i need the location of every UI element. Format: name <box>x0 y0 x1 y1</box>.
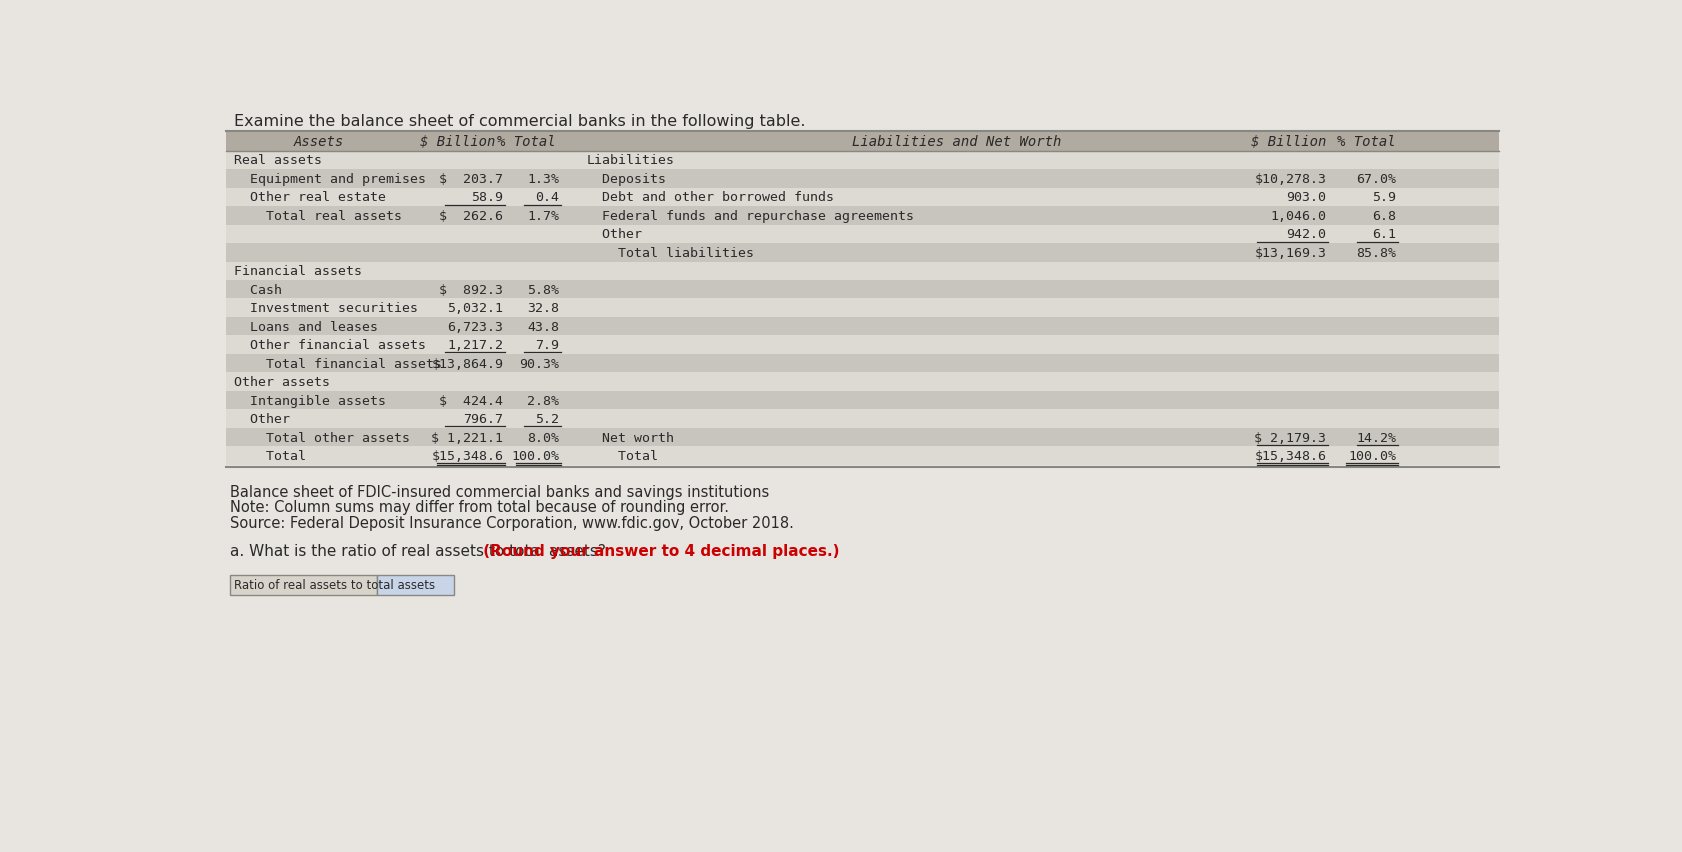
Text: 2.8%: 2.8% <box>526 394 558 407</box>
Text: Total financial assets: Total financial assets <box>234 357 441 371</box>
Text: 903.0: 903.0 <box>1285 191 1325 204</box>
Text: % Total: % Total <box>496 135 555 148</box>
Text: Ratio of real assets to total assets: Ratio of real assets to total assets <box>234 579 434 592</box>
Text: Deposits: Deposits <box>585 173 666 186</box>
Text: $ Billion: $ Billion <box>420 135 495 148</box>
Text: 43.8: 43.8 <box>526 320 558 333</box>
Text: Investment securities: Investment securities <box>234 302 417 315</box>
Text: Intangible assets: Intangible assets <box>234 394 385 407</box>
Text: Examine the balance sheet of commercial banks in the following table.: Examine the balance sheet of commercial … <box>234 114 804 129</box>
Text: $15,348.6: $15,348.6 <box>1253 450 1325 463</box>
Text: Other: Other <box>585 228 643 241</box>
Text: Source: Federal Deposit Insurance Corporation, www.fdic.gov, October 2018.: Source: Federal Deposit Insurance Corpor… <box>230 515 794 530</box>
Text: $ 2,179.3: $ 2,179.3 <box>1253 431 1325 444</box>
Text: Note: Column sums may differ from total because of rounding error.: Note: Column sums may differ from total … <box>230 500 728 515</box>
Text: $  262.6: $ 262.6 <box>439 210 503 222</box>
Bar <box>225 280 1499 299</box>
Text: 6,723.3: 6,723.3 <box>447 320 503 333</box>
Text: 6.8: 6.8 <box>1371 210 1396 222</box>
Bar <box>225 429 1499 446</box>
Text: Other: Other <box>234 412 289 426</box>
Text: 100.0%: 100.0% <box>511 450 558 463</box>
Text: 5,032.1: 5,032.1 <box>447 302 503 315</box>
Text: Total liabilities: Total liabilities <box>585 246 754 260</box>
Text: Assets: Assets <box>294 135 343 148</box>
Text: a. What is the ratio of real assets to total assets?: a. What is the ratio of real assets to t… <box>230 543 606 558</box>
Bar <box>225 446 1499 465</box>
Text: Other assets: Other assets <box>234 376 330 389</box>
Text: 7.9: 7.9 <box>535 339 558 352</box>
Text: Liabilities and Net Worth: Liabilities and Net Worth <box>851 135 1060 148</box>
Bar <box>225 318 1499 336</box>
Bar <box>377 575 454 596</box>
Text: 67.0%: 67.0% <box>1356 173 1396 186</box>
Bar <box>225 299 1499 318</box>
Bar <box>225 373 1499 391</box>
Bar <box>225 262 1499 280</box>
Text: 5.8%: 5.8% <box>526 284 558 296</box>
Text: Federal funds and repurchase agreements: Federal funds and repurchase agreements <box>585 210 913 222</box>
Text: 6.1: 6.1 <box>1371 228 1396 241</box>
Text: $10,278.3: $10,278.3 <box>1253 173 1325 186</box>
Text: Total other assets: Total other assets <box>234 431 409 444</box>
Text: 796.7: 796.7 <box>463 412 503 426</box>
Text: 942.0: 942.0 <box>1285 228 1325 241</box>
Text: 32.8: 32.8 <box>526 302 558 315</box>
Text: $ Billion: $ Billion <box>1250 135 1325 148</box>
Bar <box>225 391 1499 410</box>
Text: Financial assets: Financial assets <box>234 265 362 278</box>
Text: Total real assets: Total real assets <box>234 210 402 222</box>
Bar <box>225 207 1499 225</box>
Bar <box>225 354 1499 373</box>
Text: 1,217.2: 1,217.2 <box>447 339 503 352</box>
Text: $ 1,221.1: $ 1,221.1 <box>431 431 503 444</box>
Text: 85.8%: 85.8% <box>1356 246 1396 260</box>
Text: Debt and other borrowed funds: Debt and other borrowed funds <box>585 191 834 204</box>
Text: $13,864.9: $13,864.9 <box>431 357 503 371</box>
Bar <box>230 575 377 596</box>
Text: Total: Total <box>585 450 658 463</box>
Text: Cash: Cash <box>234 284 281 296</box>
Bar <box>225 225 1499 244</box>
Text: Balance sheet of FDIC-insured commercial banks and savings institutions: Balance sheet of FDIC-insured commercial… <box>230 485 769 499</box>
Text: Total: Total <box>234 450 306 463</box>
Text: $15,348.6: $15,348.6 <box>431 450 503 463</box>
Text: % Total: % Total <box>1337 135 1396 148</box>
Text: Liabilities: Liabilities <box>585 154 674 167</box>
Text: 5.9: 5.9 <box>1371 191 1396 204</box>
Bar <box>225 410 1499 429</box>
Text: $13,169.3: $13,169.3 <box>1253 246 1325 260</box>
Bar <box>225 170 1499 188</box>
Text: Other real estate: Other real estate <box>234 191 385 204</box>
Bar <box>225 131 1499 152</box>
Text: 5.2: 5.2 <box>535 412 558 426</box>
Text: 14.2%: 14.2% <box>1356 431 1396 444</box>
Text: Loans and leases: Loans and leases <box>234 320 377 333</box>
Bar <box>225 336 1499 354</box>
Text: 58.9: 58.9 <box>471 191 503 204</box>
Text: 1.3%: 1.3% <box>526 173 558 186</box>
Text: 90.3%: 90.3% <box>518 357 558 371</box>
Text: Other financial assets: Other financial assets <box>234 339 426 352</box>
Bar <box>225 244 1499 262</box>
Text: Equipment and premises: Equipment and premises <box>234 173 426 186</box>
Text: $  424.4: $ 424.4 <box>439 394 503 407</box>
Bar <box>225 152 1499 170</box>
Text: Real assets: Real assets <box>234 154 321 167</box>
Text: 1.7%: 1.7% <box>526 210 558 222</box>
Text: 100.0%: 100.0% <box>1347 450 1396 463</box>
Text: (Round your answer to 4 decimal places.): (Round your answer to 4 decimal places.) <box>478 543 839 558</box>
Text: Net worth: Net worth <box>585 431 674 444</box>
Text: 1,046.0: 1,046.0 <box>1270 210 1325 222</box>
Text: $  203.7: $ 203.7 <box>439 173 503 186</box>
Text: 0.4: 0.4 <box>535 191 558 204</box>
Bar <box>225 188 1499 207</box>
Text: $  892.3: $ 892.3 <box>439 284 503 296</box>
Text: 8.0%: 8.0% <box>526 431 558 444</box>
